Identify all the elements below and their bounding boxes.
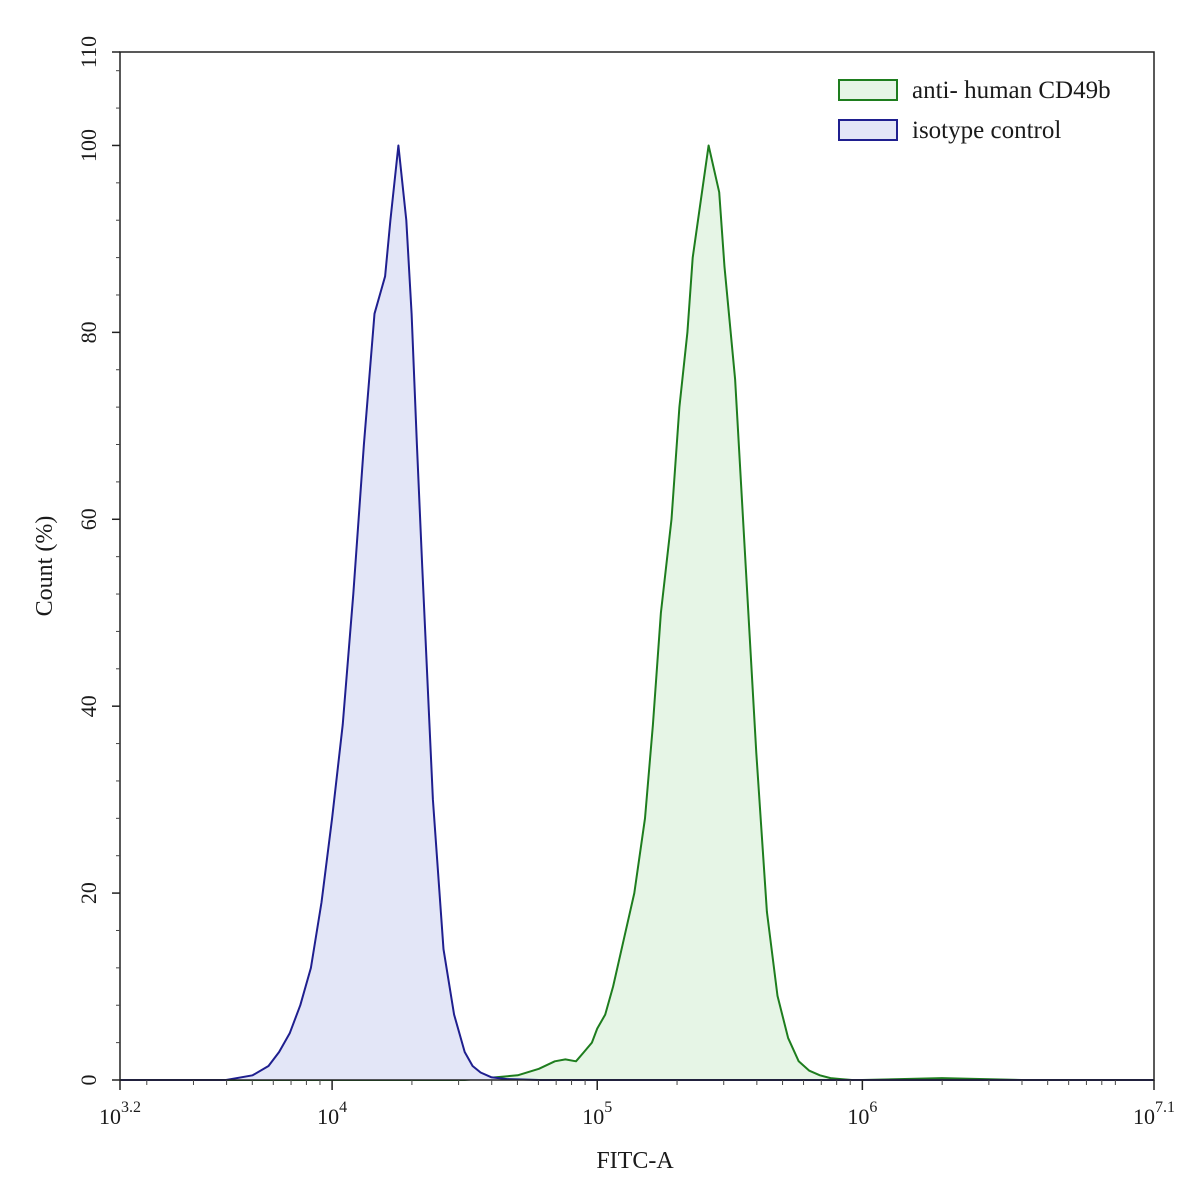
- plot-frame: [119, 51, 1155, 1081]
- series-layer: [120, 144, 1154, 1081]
- axis-layer: 0 20 40 60 80 100 110 103.2 104 105 106 107.1: [76, 36, 1175, 1129]
- series-line-1: [120, 144, 1154, 1081]
- y-tick-label-2: 40: [76, 695, 101, 717]
- x-tick-label-1: 104: [317, 1099, 347, 1129]
- legend-swatch-1: [838, 119, 898, 141]
- y-tick-label-4: 80: [76, 321, 101, 343]
- x-tick-label-0: 103.2: [99, 1099, 141, 1129]
- legend-label-0: anti- human CD49b: [912, 77, 1111, 104]
- x-tick-label-2: 105: [582, 1099, 612, 1129]
- y-tick-label-3: 60: [76, 508, 101, 530]
- legend-label-1: isotype control: [912, 117, 1061, 144]
- legend: anti- human CD49b isotype control: [838, 77, 1111, 144]
- series-line-0: [120, 144, 1154, 1081]
- y-axis-title: Count (%): [32, 516, 58, 617]
- series-fill-0: [120, 145, 1154, 1080]
- x-tick-label-3: 106: [847, 1099, 877, 1129]
- legend-swatch-0: [838, 79, 898, 101]
- series-fill-1: [120, 145, 1154, 1080]
- x-tick-label-4: 107.1: [1133, 1099, 1175, 1129]
- y-tick-label-0: 0: [76, 1075, 101, 1086]
- y-tick-label-1: 20: [76, 882, 101, 904]
- y-tick-label-6: 110: [76, 36, 101, 68]
- y-tick-label-5: 100: [76, 129, 101, 162]
- x-axis-title: FITC-A: [596, 1148, 674, 1174]
